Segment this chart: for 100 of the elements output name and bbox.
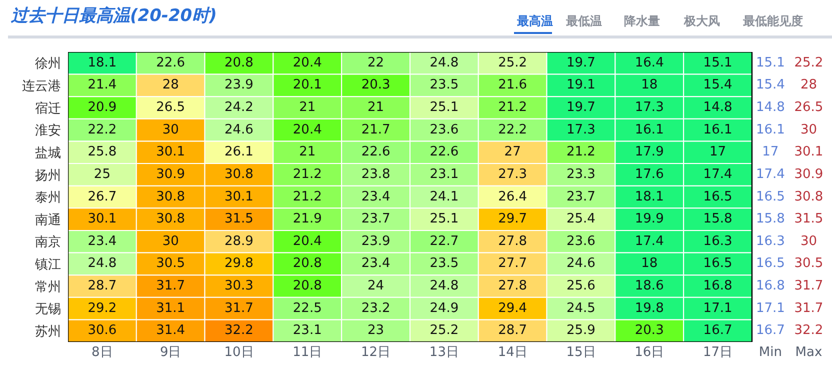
data-label: 25.2 [794, 55, 824, 70]
data-label: 22.7 [430, 234, 459, 249]
data-label: 15.8 [703, 212, 732, 227]
data-label: 28 [162, 78, 179, 93]
data-label: 17.4 [634, 234, 664, 249]
data-label: 24.8 [430, 55, 459, 70]
x-tick-label: 16日 [634, 345, 664, 360]
x-tick-label: Max [795, 345, 822, 360]
data-label: 18.6 [634, 278, 664, 294]
data-label: 21.2 [498, 100, 528, 116]
data-label: 29.7 [498, 212, 528, 227]
data-label: 21.9 [292, 212, 322, 227]
x-tick-label: 13日 [429, 345, 459, 360]
data-label: 31.4 [156, 323, 186, 338]
data-label: 23.3 [566, 166, 596, 182]
data-label: 16.5 [756, 189, 785, 204]
y-tick-label: 南京 [35, 235, 61, 250]
data-label: 16.3 [756, 234, 785, 249]
data-label: 26.4 [498, 189, 528, 204]
data-label: 25.9 [566, 323, 596, 338]
data-label: 26.1 [224, 144, 254, 160]
data-label: 20.3 [361, 78, 390, 93]
data-label: 23.8 [361, 166, 390, 182]
data-label: 27.8 [498, 278, 528, 294]
text: 最低能见度 [742, 14, 803, 28]
data-label: 17.4 [703, 166, 732, 182]
data-label: 16.1 [756, 122, 785, 138]
data-label: 18.1 [634, 189, 664, 204]
data-label: 27 [504, 144, 521, 160]
data-label: 14.8 [756, 100, 785, 116]
data-label: 23.5 [430, 256, 459, 272]
data-label: 23.2 [361, 300, 390, 316]
y-tick-label: 徐州 [35, 56, 61, 72]
data-label: 30.1 [88, 212, 117, 227]
y-tick-label: 常州 [35, 280, 61, 295]
data-label: 16.8 [703, 278, 732, 294]
data-label: 31.7 [794, 278, 824, 294]
data-label: 31.7 [224, 300, 254, 316]
data-label: 21 [368, 100, 384, 116]
data-label: 21 [299, 100, 316, 116]
data-label: 20.8 [292, 278, 322, 294]
data-label: 30.9 [156, 166, 186, 182]
data-label: 25.6 [566, 278, 596, 294]
data-label: 31.7 [794, 300, 824, 316]
data-label: 17 [710, 144, 726, 160]
data-label: 30.8 [156, 189, 186, 204]
data-label: 25.4 [566, 212, 596, 227]
data-label: 21.7 [361, 122, 390, 138]
text: 最低温 [565, 14, 602, 28]
data-label: 22.6 [430, 144, 459, 160]
y-tick-label: 镇江 [34, 257, 61, 272]
text: 最高温 [516, 14, 553, 28]
data-label: 17.3 [634, 100, 664, 116]
data-label: 20.8 [224, 55, 254, 70]
data-label: 21.2 [292, 166, 322, 182]
x-tick-label: 9日 [160, 345, 182, 360]
data-label: 27.7 [498, 256, 528, 272]
data-label: 23.6 [566, 234, 596, 249]
data-label: 23.9 [224, 78, 254, 93]
data-label: 21 [299, 144, 316, 160]
data-label: 23.7 [566, 189, 596, 204]
data-label: 18 [641, 78, 658, 93]
data-label: 30.1 [156, 144, 186, 160]
data-label: 15.4 [756, 78, 785, 93]
data-label: 28 [800, 78, 818, 93]
data-label: 19.7 [566, 100, 596, 116]
data-label: 30 [162, 234, 179, 249]
data-label: 31.1 [156, 300, 186, 316]
data-label: 24.8 [88, 256, 117, 272]
data-label: 29.8 [224, 256, 254, 272]
data-label: 30.3 [224, 278, 254, 294]
data-label: 20.1 [292, 78, 322, 93]
data-label: 24.2 [224, 100, 254, 116]
data-label: 19.8 [634, 300, 664, 316]
data-label: 31.7 [156, 278, 186, 294]
data-label: 20.9 [88, 100, 117, 116]
data-label: 23.1 [292, 323, 322, 338]
data-label: 30.5 [794, 256, 824, 272]
data-label: 16.5 [703, 256, 732, 272]
y-tick-label: 连云港 [22, 79, 61, 94]
data-label: 21.2 [292, 189, 322, 204]
data-label: 22 [368, 55, 384, 70]
data-label: 25.2 [498, 55, 528, 70]
data-label: 16.5 [703, 189, 732, 204]
data-label: 23.4 [88, 234, 117, 249]
data-label: 30.9 [794, 166, 824, 182]
data-label: 23.4 [361, 256, 390, 272]
data-label: 30.8 [224, 166, 254, 182]
data-label: 20.4 [292, 55, 322, 70]
data-label: 14.8 [703, 100, 732, 116]
data-label: 15.4 [703, 78, 732, 93]
data-label: 24.5 [566, 300, 596, 316]
data-label: 23.6 [430, 122, 459, 138]
data-label: 31.5 [794, 212, 824, 227]
data-label: 16.7 [756, 323, 785, 338]
data-label: 22.6 [156, 55, 186, 70]
x-tick-label: 10日 [224, 345, 254, 360]
data-label: 23.7 [361, 212, 390, 227]
data-label: 24.9 [430, 300, 459, 316]
data-label: 30 [800, 234, 818, 249]
